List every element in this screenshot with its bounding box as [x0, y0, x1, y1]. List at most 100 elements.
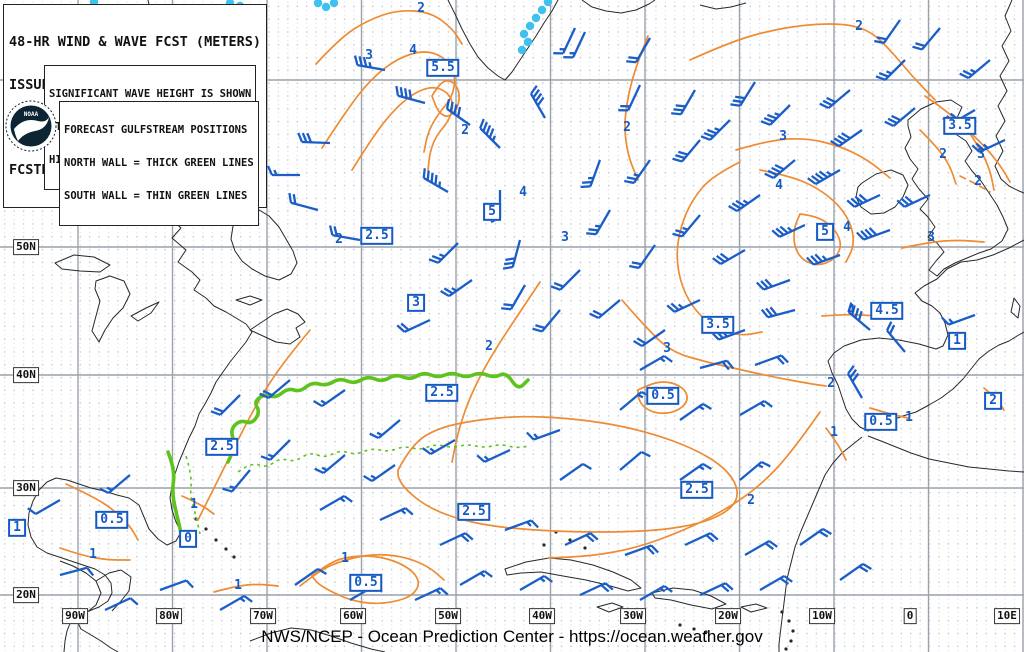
- coastline: [581, 0, 656, 14]
- wind-barb-shaft: [511, 239, 522, 268]
- wind-barb-full: [760, 280, 769, 289]
- wind-barb-full: [760, 460, 771, 468]
- coastline: [827, 239, 1024, 432]
- coastline: [855, 169, 909, 215]
- wind-barb-half: [451, 287, 458, 292]
- wind-barb-full: [504, 261, 515, 266]
- wind-barb-full: [874, 39, 885, 45]
- wind-barb-full: [735, 95, 746, 100]
- longitude-label: 80W: [156, 608, 182, 624]
- longitude-label: 50W: [435, 608, 461, 624]
- wind-barb: [672, 214, 701, 238]
- wind-barb-full: [460, 534, 470, 543]
- noaa-seagull: [14, 117, 49, 141]
- gulfstream-south-wall: [237, 444, 531, 473]
- wind-barb-shaft: [769, 104, 791, 126]
- wind-barb-shaft: [437, 242, 459, 264]
- wind-barb-full: [673, 108, 684, 112]
- wind-barb-full: [675, 154, 686, 160]
- wind-barb-full: [771, 229, 781, 238]
- wind-barb-full: [396, 324, 406, 333]
- wind-barb-full: [503, 303, 514, 307]
- wind-barb: [619, 450, 651, 471]
- wind-barb-shaft: [530, 93, 546, 119]
- wind-barb-shaft: [377, 419, 401, 439]
- wave-height-label: 1: [190, 496, 198, 512]
- wind-barb: [476, 448, 511, 463]
- wind-barb-full: [582, 462, 592, 471]
- ice-edge-dot: [531, 13, 541, 23]
- wave-height-boxed-label: 2.5: [425, 383, 459, 403]
- wind-barb-half: [948, 318, 954, 324]
- wind-barb-full: [476, 454, 486, 463]
- wind-barb-shaft: [854, 193, 881, 208]
- wind-barb-shaft: [624, 544, 652, 557]
- wind-barb-full: [582, 180, 593, 184]
- wind-barb-full: [857, 310, 863, 321]
- wind-barb-shaft: [321, 389, 346, 408]
- wave-height-boxed-label: 5: [816, 222, 834, 242]
- wind-barb: [760, 306, 796, 319]
- wave-height-boxed-label: 3.5: [701, 315, 735, 335]
- wind-barb-full: [399, 87, 404, 98]
- wave-height-boxed-label: 0.5: [349, 573, 383, 593]
- wind-barb-shaft: [589, 159, 602, 187]
- wind-barb-half: [368, 61, 372, 68]
- wind-barb-shaft: [838, 129, 863, 148]
- wind-barb-full: [363, 474, 373, 483]
- gulfstream-lines: [166, 371, 531, 542]
- wind-barb: [396, 318, 431, 333]
- wind-barb-shaft: [639, 585, 665, 601]
- ice-edge-dot: [329, 0, 339, 8]
- wind-barb-full: [501, 307, 512, 311]
- wind-barb-full: [780, 354, 789, 364]
- wave-height-contour: [621, 299, 827, 387]
- wave-height-label: 4: [775, 177, 783, 193]
- wave-height-contour: [919, 129, 957, 185]
- gulfstream-north-wall: [166, 450, 184, 542]
- coastline: [230, 207, 298, 281]
- wind-barb-full: [854, 308, 860, 319]
- wind-barb-full: [592, 309, 603, 317]
- wind-barb-full: [362, 56, 368, 67]
- wind-barb-half: [698, 405, 705, 411]
- wind-barb: [428, 242, 459, 264]
- longitude-label: 10E: [994, 608, 1020, 624]
- wind-barb-half: [826, 170, 833, 176]
- wind-barb-half: [742, 199, 749, 205]
- wind-barb-full: [663, 585, 673, 593]
- wind-barb-full: [884, 120, 895, 128]
- coastline: [504, 557, 642, 592]
- wind-barb-full: [213, 407, 224, 413]
- wind-barb-full: [482, 121, 488, 132]
- wind-barb-full: [724, 582, 734, 591]
- wind-barb-shaft: [744, 540, 770, 556]
- wind-barb-half: [759, 402, 766, 408]
- wind-barb-full: [99, 487, 110, 495]
- wind-barb-full: [288, 192, 293, 203]
- wind-barb-half: [229, 485, 236, 490]
- wind-barb-full: [771, 166, 781, 174]
- wind-barb-half: [637, 393, 644, 399]
- wind-barb-shaft: [641, 329, 666, 348]
- wind-barb: [679, 402, 712, 421]
- wind-barb-shaft: [904, 193, 931, 208]
- wind-barb-shaft: [799, 527, 824, 546]
- wind-barb: [896, 193, 931, 208]
- wind-barb-full: [675, 104, 686, 108]
- wind-barb-full: [891, 114, 901, 122]
- wind-barb: [259, 379, 291, 400]
- wind-barb: [639, 585, 673, 601]
- wave-height-contour: [759, 169, 855, 263]
- gulfstream-north-wall: [226, 371, 530, 464]
- wind-barb-full: [408, 89, 413, 100]
- wind-barb-full: [670, 302, 680, 311]
- wind-barb-full: [488, 128, 495, 139]
- wind-barb-half: [569, 52, 576, 55]
- wind-barb-full: [536, 96, 545, 107]
- wind-barb-shaft: [290, 201, 319, 212]
- wave-height-label: 3: [561, 229, 569, 245]
- wind-barb-full: [846, 199, 856, 208]
- wind-barb-full: [975, 142, 985, 151]
